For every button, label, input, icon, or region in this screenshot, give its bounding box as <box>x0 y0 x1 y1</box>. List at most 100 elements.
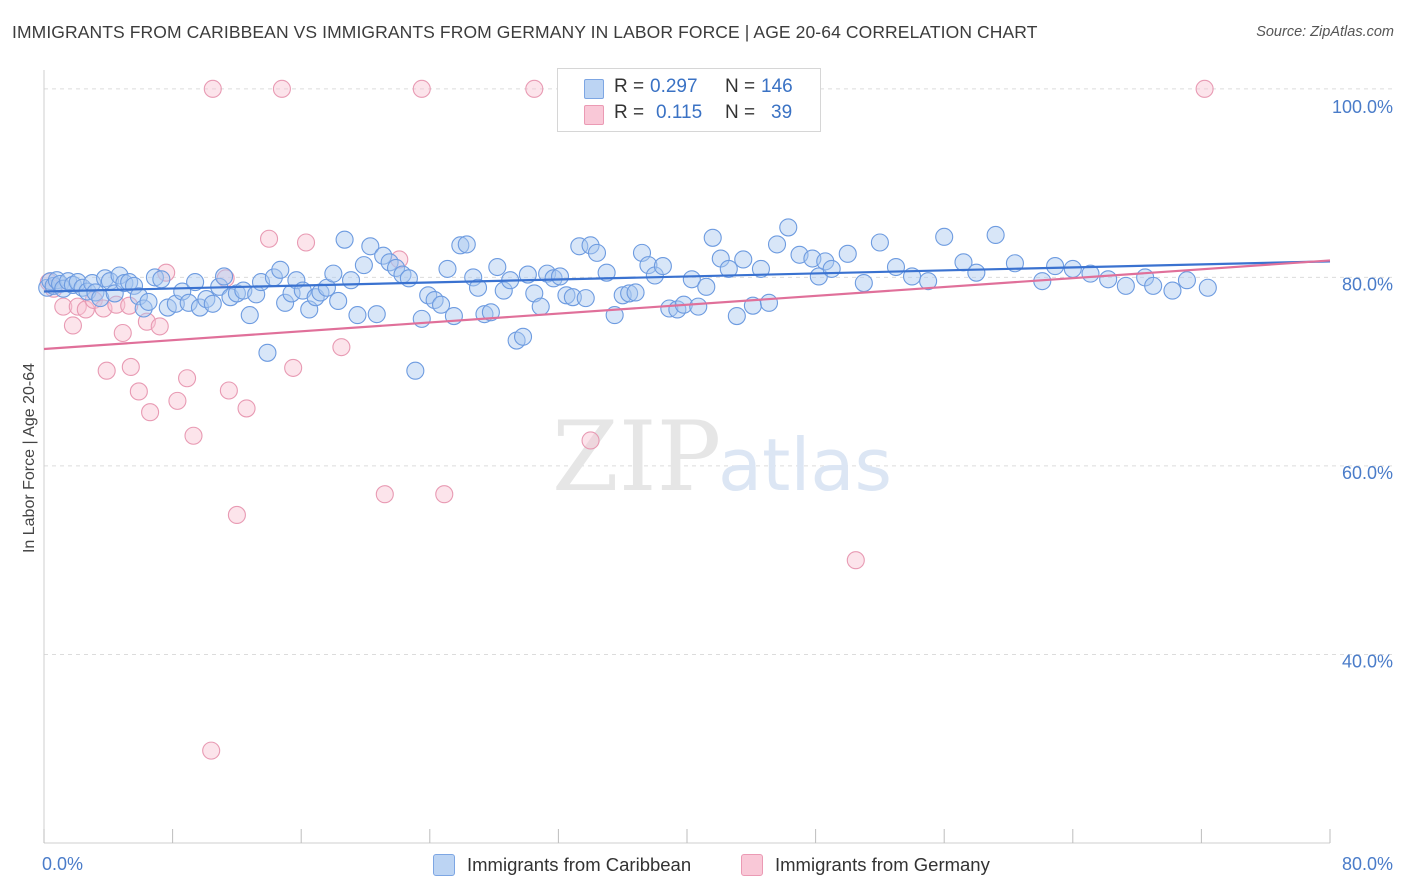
point-caribbean-132 <box>935 227 954 246</box>
legend-r-value-caribbean: 0.297 <box>650 76 698 97</box>
trend-lines <box>43 259 1331 351</box>
point-caribbean-142 <box>1116 276 1135 295</box>
point-caribbean-33 <box>203 294 222 313</box>
point-caribbean-71 <box>438 259 457 278</box>
point-caribbean-70 <box>432 295 451 314</box>
point-germany-2 <box>54 297 73 316</box>
point-caribbean-83 <box>513 327 533 346</box>
point-caribbean-117 <box>751 259 770 278</box>
point-caribbean-45 <box>276 293 295 312</box>
point-germany-26 <box>284 358 303 377</box>
axis-ticks <box>43 829 1331 843</box>
point-germany-16 <box>150 317 169 336</box>
point-germany-39 <box>202 741 221 760</box>
trend-line-caribbean <box>43 260 1331 293</box>
correlation-legend: R = 0.297 N = 146 R = 0.115 N = 39 <box>557 68 821 132</box>
series-label-caribbean: Immigrants from Caribbean <box>467 854 692 875</box>
point-germany-37 <box>525 79 544 98</box>
point-germany-3 <box>63 316 82 335</box>
point-germany-15 <box>141 403 160 422</box>
point-germany-12 <box>97 361 116 380</box>
point-caribbean-127 <box>854 273 873 293</box>
point-germany-38 <box>1195 79 1214 98</box>
legend-r-value-germany: 0.115 <box>656 102 703 123</box>
point-germany-29 <box>375 485 394 504</box>
point-germany-22 <box>219 381 238 400</box>
point-caribbean-63 <box>386 258 406 278</box>
point-caribbean-115 <box>734 250 753 269</box>
series-label-germany: Immigrants from Germany <box>775 854 990 875</box>
legend-n-value-caribbean: 146 <box>761 76 793 97</box>
point-caribbean-91 <box>563 288 582 307</box>
point-caribbean-39 <box>240 306 259 325</box>
point-caribbean-146 <box>1177 271 1196 290</box>
point-caribbean-42 <box>258 343 277 362</box>
point-caribbean-55 <box>335 230 354 249</box>
point-germany-32 <box>581 431 600 450</box>
point-caribbean-114 <box>727 306 746 326</box>
point-caribbean-93 <box>576 289 595 308</box>
point-caribbean-66 <box>406 361 425 380</box>
legend-r-label: R = <box>614 76 645 97</box>
point-caribbean-76 <box>468 278 488 297</box>
point-caribbean-145 <box>1163 281 1182 300</box>
point-caribbean-78 <box>481 303 500 322</box>
point-germany-23 <box>227 505 246 524</box>
x-tick-labels: 0.0% 80.0% <box>42 854 1393 874</box>
point-caribbean-29 <box>179 293 198 312</box>
y-tick-label-60: 60.0% <box>1342 463 1393 483</box>
point-caribbean-57 <box>348 306 367 325</box>
x-tick-label-0: 0.0% <box>42 854 83 874</box>
x-tick-label-80: 80.0% <box>1342 854 1393 874</box>
point-caribbean-44 <box>271 260 290 279</box>
point-germany-18 <box>168 391 187 410</box>
point-caribbean-80 <box>494 281 513 300</box>
point-caribbean-60 <box>367 305 386 324</box>
point-caribbean-139 <box>1063 259 1082 278</box>
point-caribbean-96 <box>597 263 616 282</box>
point-caribbean-61 <box>374 246 393 265</box>
point-germany-13 <box>129 382 148 401</box>
point-caribbean-147 <box>1198 278 1217 297</box>
point-caribbean-108 <box>682 270 701 289</box>
legend-row-caribbean: R = 0.297 N = 146 <box>584 76 814 100</box>
point-germany-31 <box>435 485 454 504</box>
series-legend-germany: Immigrants from Germany <box>741 852 990 878</box>
point-caribbean-100 <box>626 283 645 302</box>
chart-title: IMMIGRANTS FROM CARIBBEAN VS IMMIGRANTS … <box>12 22 1038 42</box>
legend-n-label: N = <box>725 76 756 97</box>
point-germany-11 <box>121 357 140 376</box>
y-tick-label-80: 80.0% <box>1342 274 1393 294</box>
point-caribbean-131 <box>919 272 938 291</box>
point-caribbean-74 <box>457 235 476 254</box>
point-caribbean-25 <box>152 270 171 289</box>
point-caribbean-111 <box>703 228 722 247</box>
series-caribbean-points <box>38 218 1217 380</box>
trend-line-germany <box>43 259 1331 351</box>
point-caribbean-89 <box>550 267 570 286</box>
point-caribbean-113 <box>719 259 738 278</box>
point-caribbean-95 <box>587 243 607 262</box>
series-swatch-germany <box>741 854 763 876</box>
point-caribbean-58 <box>354 256 373 275</box>
point-caribbean-79 <box>488 257 507 277</box>
point-caribbean-109 <box>689 297 708 316</box>
point-caribbean-59 <box>361 237 380 256</box>
point-caribbean-23 <box>139 292 158 311</box>
point-germany-20 <box>184 426 203 445</box>
legend-row-germany: R = 0.115 N = 39 <box>584 102 814 126</box>
legend-n-label: N = <box>725 102 756 123</box>
point-caribbean-135 <box>986 225 1005 245</box>
point-caribbean-12 <box>86 283 105 302</box>
watermark-atlas: atlas <box>718 423 892 507</box>
point-caribbean-144 <box>1144 276 1163 295</box>
point-caribbean-56 <box>341 271 361 290</box>
point-caribbean-118 <box>759 293 779 312</box>
point-germany-35 <box>272 79 291 98</box>
point-germany-27 <box>296 233 316 252</box>
point-caribbean-126 <box>838 244 857 263</box>
point-caribbean-119 <box>767 235 787 254</box>
watermark: ZIP atlas <box>552 401 892 513</box>
point-caribbean-14 <box>96 269 115 288</box>
